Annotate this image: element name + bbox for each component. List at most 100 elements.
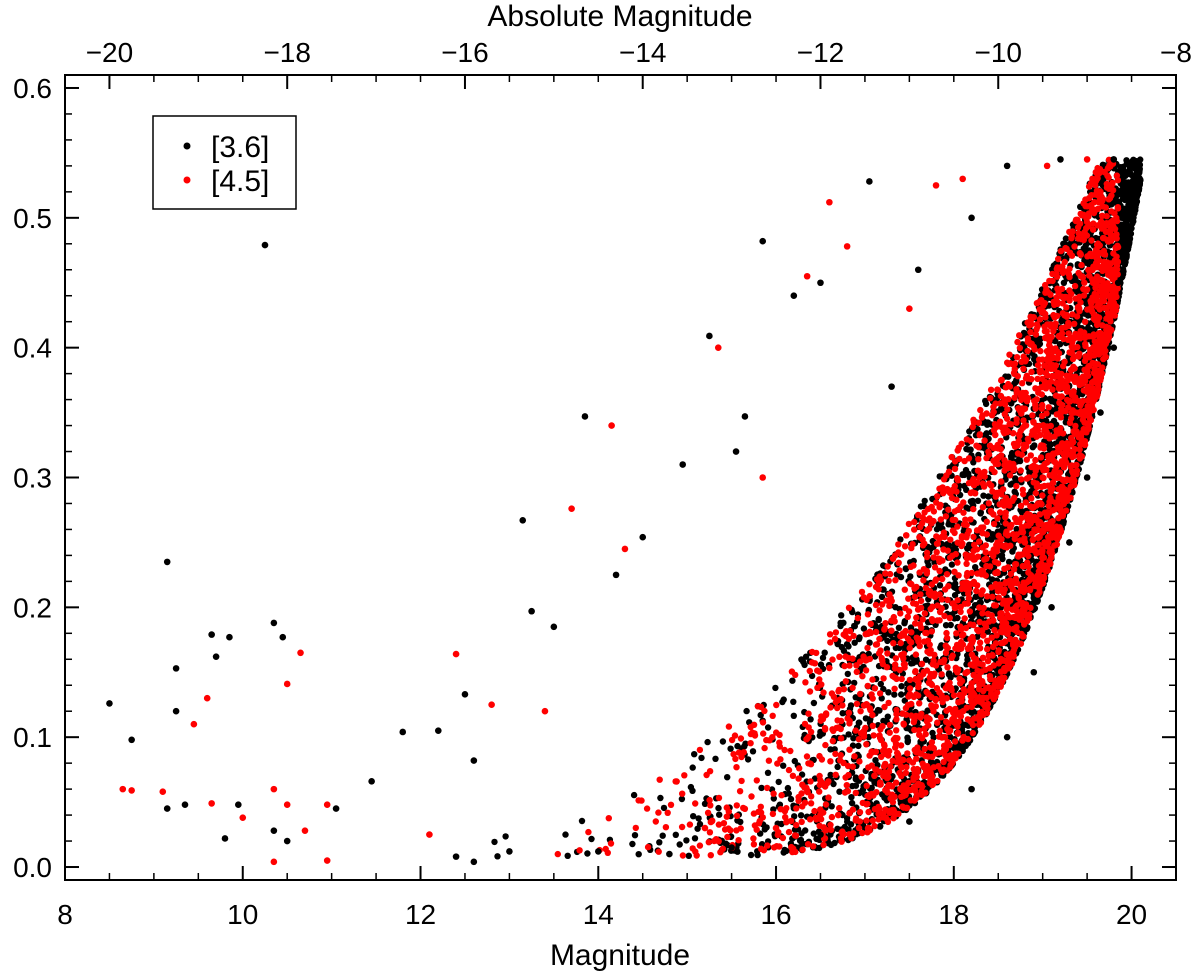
density-point: [983, 454, 990, 462]
density-point: [632, 824, 639, 832]
density-point: [856, 695, 863, 702]
density-point: [881, 625, 888, 632]
density-point: [1006, 351, 1013, 358]
density-point: [696, 746, 704, 754]
density-point: [1100, 355, 1107, 363]
density-point: [1130, 210, 1137, 218]
density-point: [1004, 599, 1012, 606]
density-point: [760, 730, 767, 737]
density-point: [1037, 347, 1044, 355]
density-point: [1071, 353, 1078, 361]
density-point: [807, 778, 814, 785]
density-point: [817, 806, 824, 813]
density-point: [990, 696, 997, 703]
density-point: [1007, 524, 1014, 531]
density-point: [1004, 427, 1011, 435]
density-point: [998, 640, 1005, 647]
density-point: [685, 852, 692, 859]
density-point: [893, 727, 900, 734]
density-point: [662, 824, 670, 831]
density-point: [1048, 398, 1056, 405]
density-point: [886, 721, 894, 729]
density-point: [981, 473, 988, 480]
density-point: [961, 615, 968, 622]
density-point: [1075, 434, 1082, 441]
density-point: [784, 784, 792, 792]
density-point: [844, 818, 851, 825]
density-point: [790, 712, 797, 719]
density-point: [900, 632, 908, 639]
density-point: [1049, 277, 1056, 285]
density-point: [779, 698, 786, 706]
density-point: [836, 788, 843, 795]
density-point: [1071, 445, 1078, 453]
density-point: [1056, 333, 1063, 341]
density-point: [906, 644, 913, 652]
density-point: [643, 805, 651, 812]
density-point: [945, 521, 952, 528]
density-point: [863, 817, 870, 824]
density-point: [837, 735, 845, 742]
density-point: [884, 713, 891, 720]
density-point: [918, 791, 926, 798]
density-point: [970, 547, 977, 554]
density-point: [885, 699, 892, 707]
density-point: [985, 493, 992, 500]
density-point: [928, 581, 936, 588]
density-point: [886, 570, 894, 578]
density-point: [1072, 422, 1079, 430]
density-point: [990, 445, 998, 452]
density-point: [635, 851, 642, 858]
density-point: [695, 815, 702, 822]
series-4.5-density-points: [554, 156, 1122, 859]
density-point: [882, 620, 889, 627]
density-point: [912, 620, 919, 627]
density-point: [876, 690, 884, 697]
density-point: [785, 766, 793, 774]
density-point: [878, 593, 886, 601]
density-point: [828, 803, 835, 810]
density-point: [652, 818, 659, 825]
density-point: [895, 549, 902, 556]
density-point: [921, 497, 928, 505]
density-point: [681, 772, 688, 779]
density-point: [998, 478, 1005, 485]
density-point: [980, 492, 987, 499]
density-point: [1006, 420, 1013, 428]
density-point: [899, 710, 906, 717]
density-point: [831, 839, 838, 847]
density-point: [840, 686, 848, 693]
density-point: [970, 708, 977, 715]
density-point: [877, 680, 884, 688]
density-point: [807, 800, 815, 807]
density-point: [936, 582, 944, 589]
density-point: [863, 782, 870, 789]
density-point: [854, 614, 862, 622]
density-point: [849, 763, 856, 770]
density-point: [882, 570, 889, 577]
density-point: [932, 662, 940, 669]
density-point: [831, 635, 839, 643]
density-point: [977, 510, 984, 517]
density-point: [797, 836, 805, 844]
density-point: [1064, 377, 1071, 384]
density-point: [724, 774, 731, 781]
density-point: [976, 604, 983, 611]
density-point: [1048, 486, 1055, 493]
density-point: [690, 813, 697, 820]
density-point: [857, 708, 864, 715]
density-point: [927, 545, 935, 552]
density-point: [839, 710, 846, 717]
density-point: [806, 688, 814, 695]
density-point: [1001, 629, 1008, 636]
density-point: [808, 793, 815, 800]
density-point: [917, 591, 924, 598]
density-point: [775, 778, 782, 786]
density-point: [928, 702, 935, 709]
density-point: [864, 611, 872, 618]
density-point: [904, 738, 911, 746]
density-point: [954, 447, 961, 454]
density-point: [986, 672, 994, 680]
density-point: [948, 654, 955, 661]
